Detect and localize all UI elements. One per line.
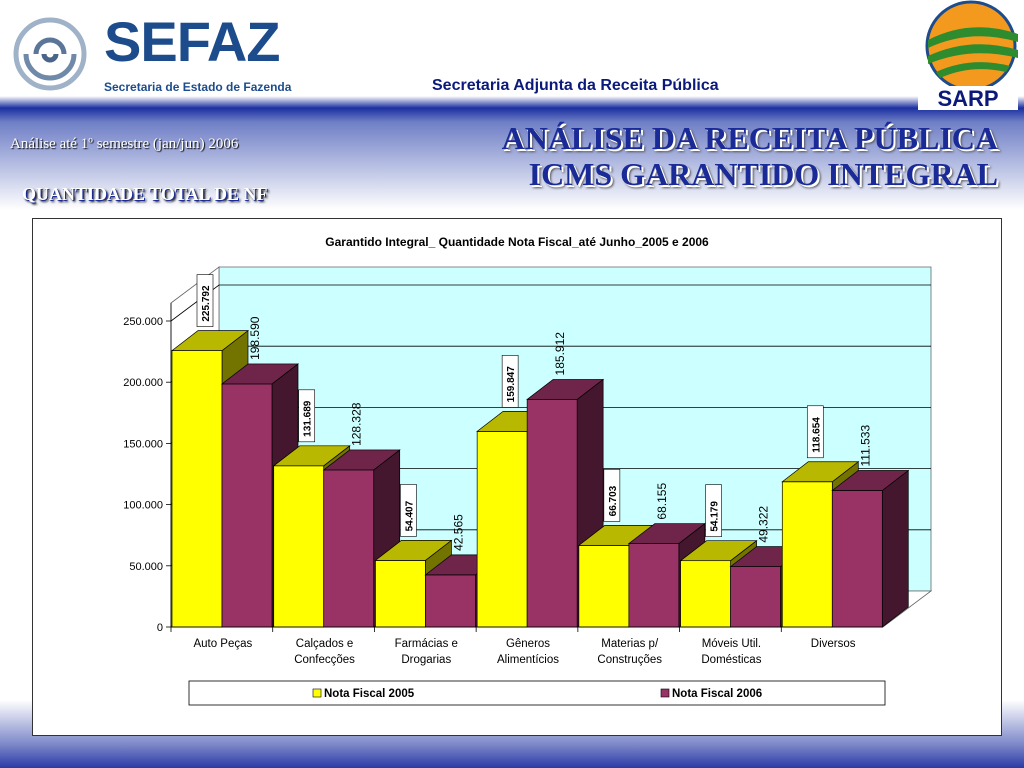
department-title: Secretaria Adjunta da Receita Pública — [432, 77, 719, 94]
bar-top-1-4 — [627, 523, 706, 544]
data-label-group: 225.792 — [196, 274, 214, 327]
data-label-box — [705, 484, 722, 537]
bar-1-0 — [221, 383, 273, 628]
sarp-logo-icon: SARP — [918, 0, 1018, 111]
bar-0-6 — [781, 481, 833, 628]
data-label-group: 42.565 — [451, 514, 465, 551]
bar-side-1-6 — [881, 469, 909, 628]
x-tick-label: Drogarias — [401, 654, 451, 666]
data-label-group: 131.689 — [298, 389, 316, 443]
bar-0-2 — [375, 560, 426, 628]
bar-0-4 — [578, 545, 630, 628]
data-label: 49.322 — [757, 506, 771, 543]
legend-label-0: Nota Fiscal 2005 — [324, 688, 415, 700]
data-label-group: 198.590 — [248, 316, 262, 360]
x-tick-label: Construções — [597, 654, 662, 666]
data-label-group: 111.533 — [858, 425, 872, 467]
bar-1-2 — [425, 574, 476, 628]
data-label-box — [196, 274, 214, 327]
legend-swatch-0 — [312, 688, 322, 698]
page-title: ANÁLISE DA RECEITA PÚBLICA ICMS GARANTID… — [502, 120, 998, 192]
data-label-group: 159.847 — [501, 355, 519, 408]
bar-top-1-0 — [220, 363, 300, 385]
x-tick-label: Móveis Util. — [702, 638, 761, 650]
bar-0-1 — [273, 465, 325, 628]
x-tick-label: Gêneros — [506, 638, 550, 650]
data-label-group: 128.328 — [350, 402, 364, 446]
sefaz-logo-icon — [13, 17, 87, 91]
bar-top-0-6 — [781, 461, 860, 483]
data-label: 198.590 — [248, 316, 262, 360]
y-tick-label: 100.000 — [123, 500, 163, 512]
bar-1-5 — [730, 566, 781, 628]
x-tick-label: Diversos — [811, 638, 856, 650]
x-tick-label: Confecções — [294, 654, 355, 666]
y-tick-label: 200.000 — [123, 377, 163, 389]
chart-legend: Nota Fiscal 2005 Nota Fiscal 2006 — [188, 680, 886, 706]
data-label: 185.912 — [553, 332, 567, 376]
bar-chart: Garantido Integral_ Quantidade Nota Fisc… — [123, 235, 933, 706]
bar-0-0 — [171, 350, 223, 628]
data-label: 42.565 — [451, 514, 465, 551]
data-label: 54.179 — [710, 501, 721, 532]
data-label: 111.533 — [858, 425, 872, 467]
data-label: 66.703 — [608, 485, 619, 516]
bar-top-1-6 — [831, 470, 910, 491]
y-tick-label: 0 — [157, 622, 163, 634]
data-label-group: 185.912 — [553, 332, 567, 376]
data-label-box — [400, 484, 417, 537]
data-label-box — [298, 389, 316, 443]
data-label: 54.407 — [404, 500, 415, 531]
data-label-box — [501, 355, 519, 408]
data-label: 68.155 — [655, 483, 669, 520]
chart-title: Garantido Integral_ Quantidade Nota Fisc… — [325, 235, 709, 249]
title-line-2: ICMS GARANTIDO INTEGRAL — [528, 156, 998, 192]
chart-frame: Garantido Integral_ Quantidade Nota Fisc… — [32, 218, 1002, 736]
data-label: 225.792 — [201, 285, 212, 322]
data-label-group: 49.322 — [757, 506, 771, 543]
legend-box — [188, 680, 886, 706]
data-label-group: 54.407 — [400, 484, 417, 537]
legend-swatch-1 — [660, 688, 670, 698]
x-tick-label: Materias p/ — [601, 638, 659, 650]
bar-0-3 — [476, 430, 528, 628]
data-label-group: 54.179 — [705, 484, 722, 537]
data-label-group: 118.654 — [806, 405, 824, 459]
data-label: 159.847 — [506, 366, 517, 403]
x-tick-label: Farmácias e — [395, 638, 458, 650]
sefaz-wordmark: SEFAZ — [104, 10, 280, 73]
bar-top-0-2 — [374, 540, 453, 561]
bar-1-6 — [831, 490, 883, 628]
period-note: Análise até 1º semestre (jan/jun) 2006 — [10, 136, 239, 152]
bar-top-0-1 — [272, 445, 351, 467]
x-tick-label: Alimentícios — [497, 654, 559, 666]
x-tick-label: Domésticas — [701, 654, 761, 666]
data-label-group: 66.703 — [603, 469, 621, 522]
sefaz-subtitle: Secretaria de Estado de Fazenda — [104, 80, 292, 94]
title-line-1: ANÁLISE DA RECEITA PÚBLICA — [501, 120, 998, 156]
y-tick-label: 150.000 — [123, 438, 163, 450]
data-label-group: 68.155 — [655, 483, 669, 520]
bar-1-3 — [526, 399, 578, 628]
data-label-box — [603, 469, 621, 522]
bar-1-4 — [628, 543, 680, 628]
y-tick-label: 50.000 — [129, 561, 163, 573]
bar-top-0-5 — [679, 540, 758, 562]
bar-top-1-1 — [322, 449, 401, 471]
gridline — [170, 284, 931, 322]
bar-top-1-3 — [526, 379, 605, 400]
data-label: 128.328 — [350, 402, 364, 446]
section-title: QUANTIDADE TOTAL DE NF — [22, 184, 268, 204]
sarp-logo-text: SARP — [937, 86, 998, 111]
x-tick-label: Auto Peças — [193, 638, 252, 650]
y-tick-label: 250.000 — [123, 316, 163, 328]
data-label: 131.689 — [303, 400, 314, 437]
legend-label-1: Nota Fiscal 2006 — [672, 688, 762, 700]
data-label: 118.654 — [811, 417, 822, 453]
bar-1-1 — [323, 469, 375, 628]
data-label-box — [806, 405, 824, 459]
x-tick-label: Calçados e — [296, 638, 354, 650]
bar-top-0-0 — [170, 330, 250, 351]
bar-0-5 — [680, 560, 731, 628]
